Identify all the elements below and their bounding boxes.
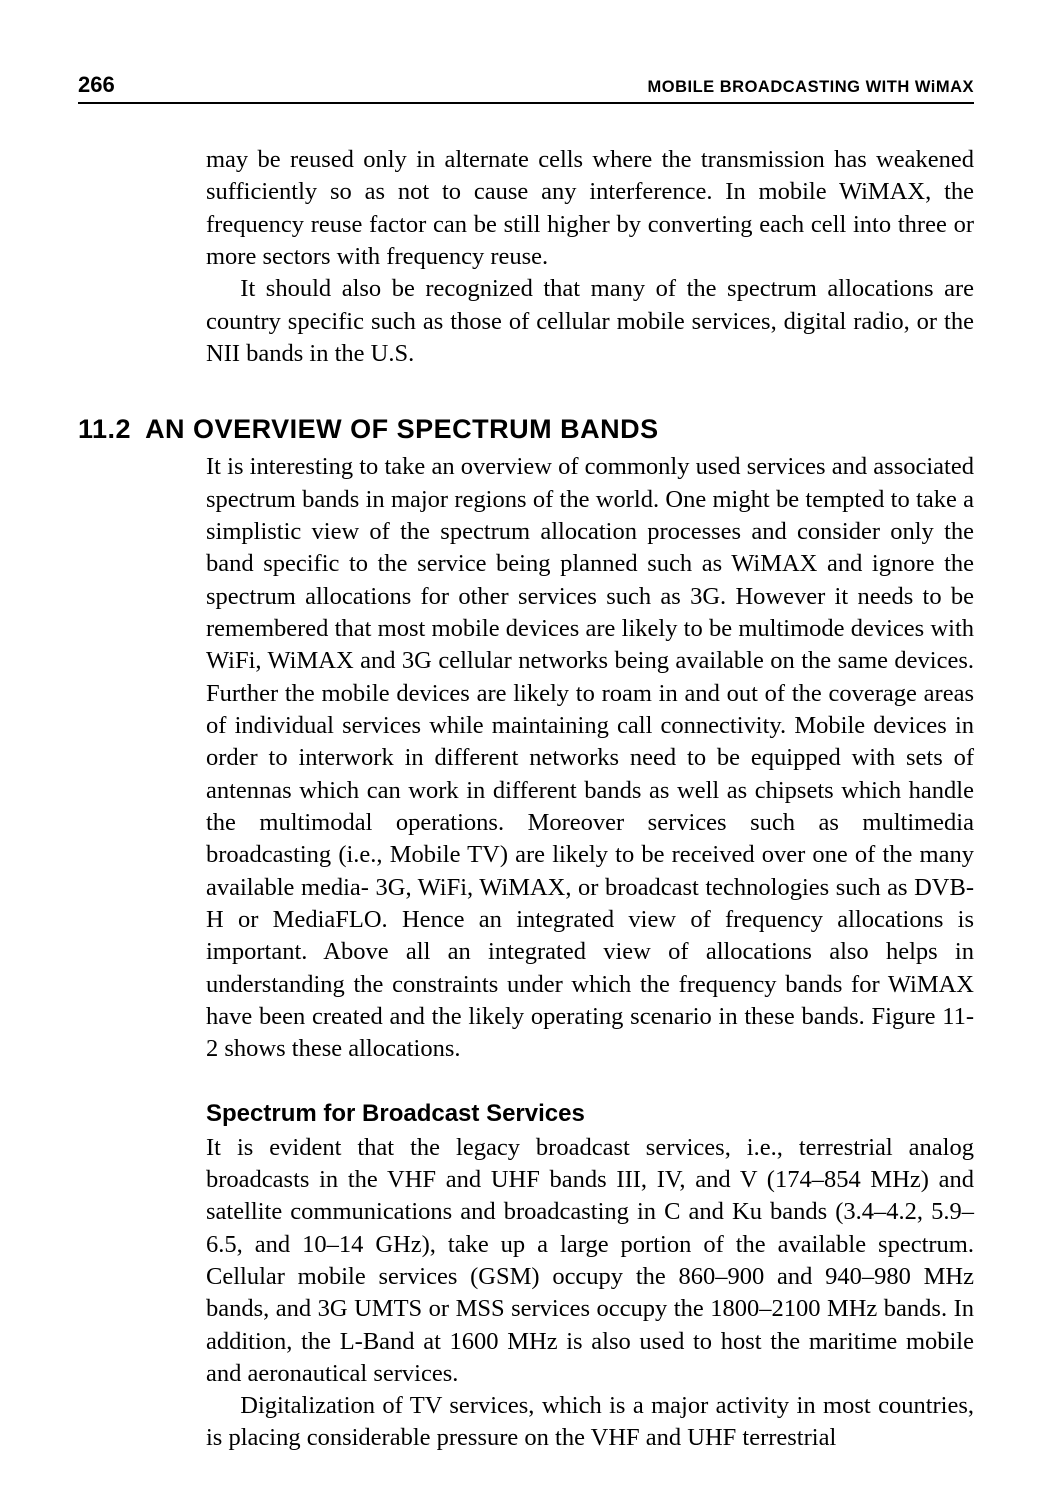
section-heading: 11.2 AN OVERVIEW OF SPECTRUM BANDS [78,414,974,445]
section-title: AN OVERVIEW OF SPECTRUM BANDS [145,414,659,445]
body-paragraph: It is interesting to take an overview of… [206,451,974,1065]
body-paragraph: may be reused only in alternate cells wh… [206,144,974,273]
body-paragraph: Digitalization of TV services, which is … [206,1390,974,1455]
subsection-heading: Spectrum for Broadcast Services [206,1100,974,1128]
page-content: may be reused only in alternate cells wh… [78,144,974,1455]
page-number: 266 [78,72,115,98]
page-header: 266 MOBILE BROADCASTING WITH WiMAX [78,72,974,104]
body-paragraph: It should also be recognized that many o… [206,273,974,370]
body-paragraph: It is evident that the legacy broadcast … [206,1132,974,1391]
running-head: MOBILE BROADCASTING WITH WiMAX [648,78,975,97]
section-number: 11.2 [78,414,131,445]
section: 11.2 AN OVERVIEW OF SPECTRUM BANDS It is… [206,414,974,1455]
